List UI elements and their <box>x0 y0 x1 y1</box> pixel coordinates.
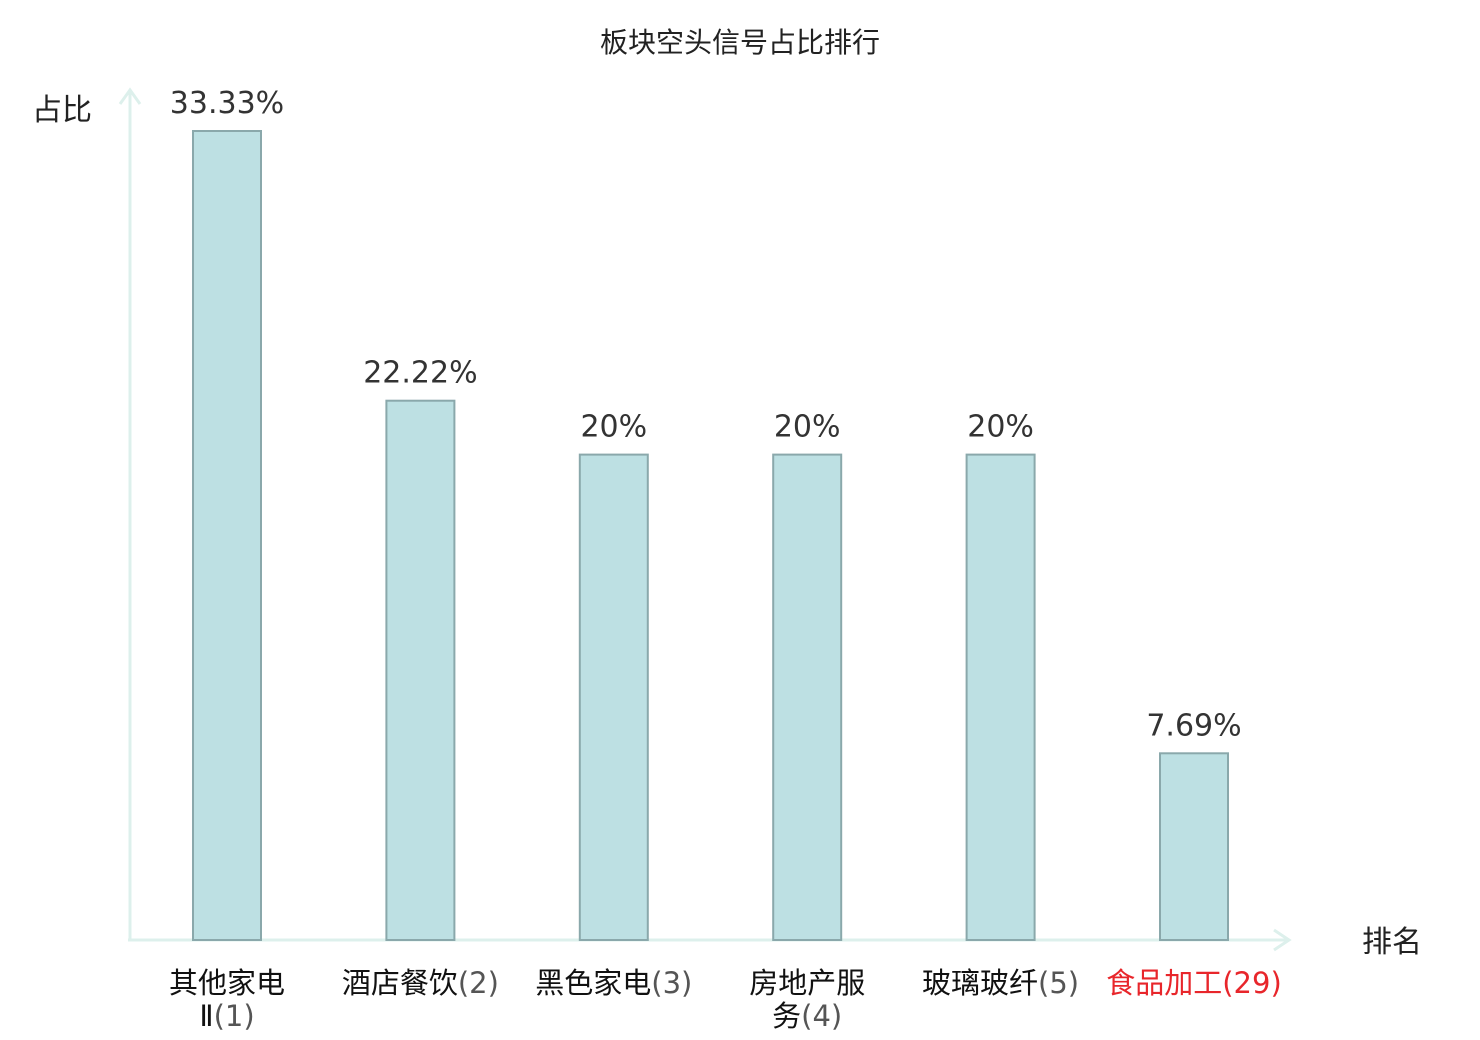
bars-group <box>192 130 1229 941</box>
y-axis-arrow-icon <box>118 87 142 105</box>
bar <box>1159 752 1229 941</box>
y-axis <box>118 87 142 940</box>
bar <box>965 453 1036 941</box>
data-label: 20% <box>967 410 1034 445</box>
x-tick-label: Ⅱ(1) <box>199 999 254 1033</box>
x-axis-label: 排名 <box>1362 925 1422 960</box>
data-label: 22.22% <box>363 356 477 391</box>
data-label: 20% <box>580 410 647 445</box>
x-axis-arrow-icon <box>1273 928 1292 952</box>
x-tick-label: 黑色家电(3) <box>535 966 692 1000</box>
data-label: 20% <box>774 410 841 445</box>
data-label: 7.69% <box>1146 708 1241 743</box>
bar <box>192 130 262 941</box>
data-label: 33.33% <box>170 86 284 121</box>
x-tick-label: 其他家电 <box>169 966 285 1000</box>
x-tick-label: 酒店餐饮(2) <box>342 966 499 1000</box>
bar <box>578 453 649 941</box>
x-axis <box>128 928 1292 952</box>
bar <box>772 453 843 941</box>
x-tick-label: 玻璃玻纤(5) <box>922 966 1079 1000</box>
bar <box>385 399 456 941</box>
x-tick-label: 房地产服 <box>749 966 865 1000</box>
y-axis-label: 占比 <box>32 93 92 128</box>
chart-title: 板块空头信号占比排行 <box>600 26 880 59</box>
x-tick-label: 务(4) <box>772 999 842 1033</box>
value-labels-group: 33.33% 22.22% 20% 20% 20% 7.69% <box>170 86 1242 743</box>
x-tick-label: 食品加工(29) <box>1106 966 1282 1000</box>
